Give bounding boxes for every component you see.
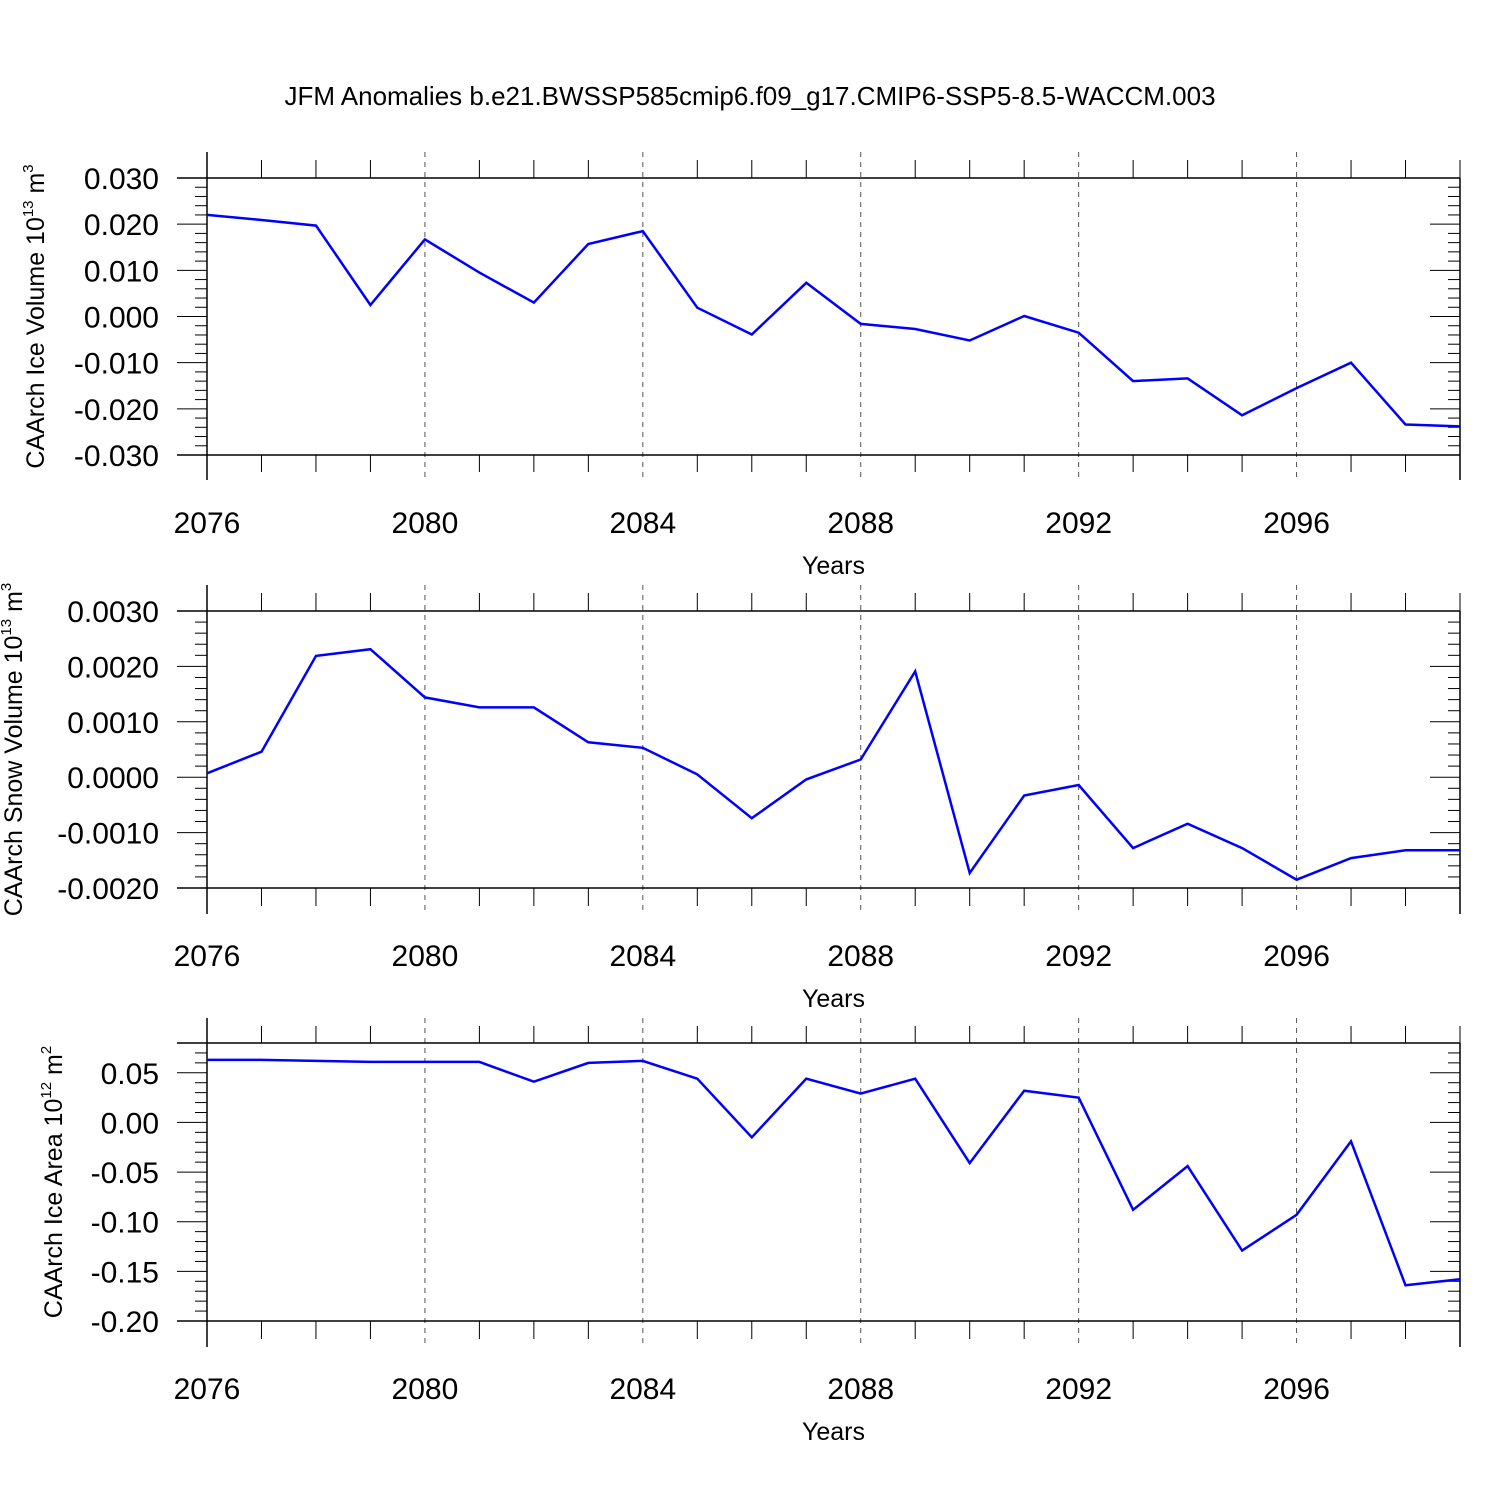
panel-2: -0.0020 -0.0010 0.0000 0.0010 0.0020 0.0030 20…: [0, 583, 1461, 1013]
y-tick-label: -0.020: [74, 394, 159, 427]
y-tick-label: 0.0000: [67, 762, 159, 795]
y-tick-label: 0.05: [101, 1058, 159, 1091]
x-tick-label: 2080: [392, 940, 459, 973]
y-axis-label: CAArch Ice Area 1012 m2: [38, 1046, 68, 1318]
y-tick-label: -0.0020: [57, 873, 159, 906]
x-tick-label: 2088: [827, 507, 894, 540]
x-tick-label: 2092: [1045, 1373, 1112, 1406]
y-tick-label: 0.000: [84, 302, 159, 335]
x-tick-label: 2096: [1263, 1373, 1330, 1406]
series-line: [206, 213, 1461, 428]
y-axis-label: CAArch Ice Volume 1013 m3: [20, 164, 50, 468]
y-tick-label: 0.010: [84, 255, 159, 288]
x-tick-label: 2084: [609, 507, 676, 540]
y-tick-label: 0.0010: [67, 707, 159, 740]
y-tick-label: -0.0010: [57, 818, 159, 851]
chart-panels: -0.030 -0.020 -0.010 0.000 0.010 0.020 0.030 20…: [0, 152, 1461, 1446]
y-tick-label: 0.0020: [67, 651, 159, 684]
y-axis-label: CAArch Snow Volume 1013 m3: [0, 583, 28, 917]
y-tick-label: 0.020: [84, 209, 159, 242]
x-tick-label: 2084: [609, 1373, 676, 1406]
x-tick-label: 2096: [1263, 507, 1330, 540]
x-tick-label: 2088: [827, 940, 894, 973]
panel-1: -0.030 -0.020 -0.010 0.000 0.010 0.020 0.030 20…: [20, 152, 1461, 580]
x-axis-label: Years: [802, 552, 865, 580]
x-tick-label: 2096: [1263, 940, 1330, 973]
y-tick-label: 0.00: [101, 1107, 159, 1140]
x-tick-label: 2084: [609, 940, 676, 973]
x-tick-label: 2092: [1045, 507, 1112, 540]
series-line: [207, 1058, 1461, 1287]
x-tick-label: 2076: [174, 940, 241, 973]
y-tick-label: -0.20: [91, 1306, 159, 1339]
x-tick-label: 2076: [174, 1373, 241, 1406]
x-axis-label: Years: [802, 985, 865, 1013]
y-tick-label: -0.010: [74, 348, 159, 381]
x-tick-label: 2080: [392, 1373, 459, 1406]
y-tick-label: -0.05: [91, 1157, 159, 1190]
y-tick-label: -0.10: [91, 1207, 159, 1240]
y-tick-label: -0.15: [91, 1256, 159, 1289]
x-tick-label: 2088: [827, 1373, 894, 1406]
x-tick-label: 2092: [1045, 940, 1112, 973]
y-tick-label: 0.030: [84, 163, 159, 196]
x-tick-label: 2076: [174, 507, 241, 540]
chart-title: JFM Anomalies b.e21.BWSSP585cmip6.f09_g1…: [284, 81, 1215, 111]
y-tick-label: 0.0030: [67, 596, 159, 629]
y-tick-label: -0.030: [74, 440, 159, 473]
x-axis-label: Years: [802, 1418, 865, 1446]
panel-3: -0.20 -0.15 -0.10 -0.05 0.00 0.05 2076 2080 2084…: [38, 1018, 1461, 1446]
series-line: [206, 647, 1460, 882]
x-tick-label: 2080: [392, 507, 459, 540]
